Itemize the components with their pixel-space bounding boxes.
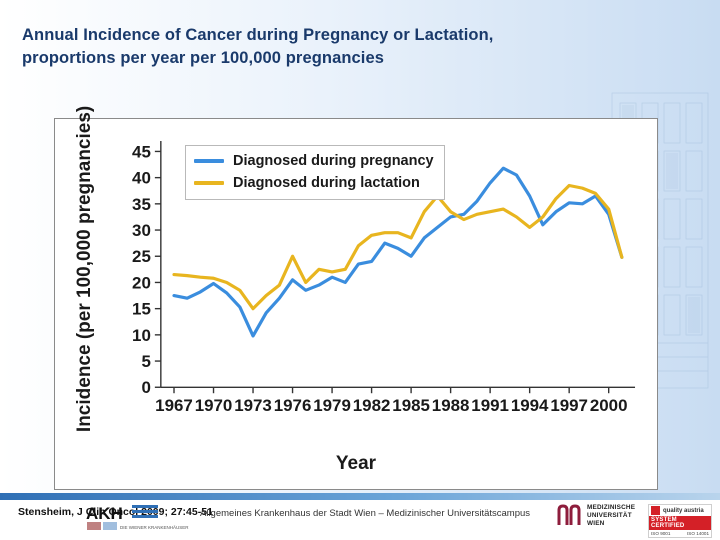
svg-text:20: 20 bbox=[132, 273, 151, 292]
svg-text:1988: 1988 bbox=[432, 396, 470, 415]
meduni-line-1: MEDIZINISCHE bbox=[587, 504, 636, 511]
svg-text:10: 10 bbox=[132, 326, 151, 345]
meduni-logo: MEDIZINISCHE UNIVERSITÄT WIEN bbox=[556, 504, 635, 528]
svg-text:1994: 1994 bbox=[511, 396, 549, 415]
svg-text:DIE WIENER KRANKENHÄUSER: DIE WIENER KRANKENHÄUSER bbox=[120, 524, 189, 530]
page-title: Annual Incidence of Cancer during Pregna… bbox=[22, 24, 622, 71]
svg-text:AKH: AKH bbox=[86, 504, 123, 523]
svg-text:0: 0 bbox=[141, 378, 150, 397]
footer-accent-band bbox=[0, 493, 720, 500]
svg-text:2000: 2000 bbox=[590, 396, 628, 415]
svg-text:35: 35 bbox=[132, 195, 151, 214]
svg-text:1991: 1991 bbox=[471, 396, 509, 415]
legend-swatch-pregnancy bbox=[194, 159, 224, 163]
chart-y-axis-label-text: Incidence (per 100,000 pregnancies) bbox=[74, 105, 96, 433]
quality-mid-text: SYSTEM CERTIFIED bbox=[649, 516, 711, 530]
svg-text:15: 15 bbox=[132, 300, 151, 319]
plot-area: 0 5 10 15 20 25 30 35 40 45 1967 1970 1973 1976 1979 19… bbox=[117, 135, 643, 425]
legend-item-lactation: Diagnosed during lactation bbox=[194, 172, 434, 194]
quality-austria-logo: quality austria SYSTEM CERTIFIED ISO 900… bbox=[648, 504, 712, 538]
svg-text:1985: 1985 bbox=[392, 396, 430, 415]
chart-panel: Incidence (per 100,000 pregnancies) 0 5 10… bbox=[54, 106, 658, 490]
svg-text:1970: 1970 bbox=[195, 396, 233, 415]
quality-right-text: ISO 14001 bbox=[687, 531, 709, 536]
svg-text:1982: 1982 bbox=[353, 396, 391, 415]
svg-text:5: 5 bbox=[141, 352, 150, 371]
svg-text:1979: 1979 bbox=[313, 396, 351, 415]
title-line-1: Annual Incidence of Cancer during Pregna… bbox=[22, 26, 494, 44]
chart-y-axis-label: Incidence (per 100,000 pregnancies) bbox=[57, 106, 113, 432]
svg-text:25: 25 bbox=[132, 247, 151, 266]
svg-text:40: 40 bbox=[132, 169, 151, 188]
svg-text:30: 30 bbox=[132, 221, 151, 240]
chart-x-axis-label: Year bbox=[335, 453, 377, 474]
title-line-2: proportions per year per 100,000 pregnan… bbox=[22, 49, 385, 68]
svg-text:1997: 1997 bbox=[550, 396, 588, 415]
svg-text:45: 45 bbox=[132, 142, 151, 161]
meduni-line-2: UNIVERSITÄT bbox=[587, 512, 632, 519]
citation-text: Stensheim, J Clin Oncol 2009; 27:45-51 bbox=[18, 506, 213, 518]
legend-label-lactation: Diagnosed during lactation bbox=[233, 175, 420, 191]
akh-logo: AKH DIE WIENER KRANKENHÄUSER bbox=[86, 502, 196, 532]
legend-label-pregnancy: Diagnosed during pregnancy bbox=[233, 153, 434, 169]
quality-top-text: quality austria bbox=[663, 507, 704, 514]
chart-legend: Diagnosed during pregnancy Diagnosed dur… bbox=[185, 145, 445, 200]
svg-text:1967: 1967 bbox=[155, 396, 193, 415]
meduni-line-3: WIEN bbox=[587, 520, 605, 527]
akh-subtitle: Allgemeines Krankenhaus der Stadt Wien –… bbox=[200, 508, 531, 519]
footer: Stensheim, J Clin Oncol 2009; 27:45-51 A… bbox=[0, 500, 720, 540]
svg-text:1973: 1973 bbox=[234, 396, 272, 415]
quality-red-square-icon bbox=[651, 506, 660, 515]
svg-text:1976: 1976 bbox=[274, 396, 312, 415]
legend-swatch-lactation bbox=[194, 181, 224, 185]
meduni-mark-icon bbox=[557, 504, 581, 525]
quality-left-text: ISO 9001 bbox=[651, 531, 671, 536]
legend-item-pregnancy: Diagnosed during pregnancy bbox=[194, 150, 434, 172]
